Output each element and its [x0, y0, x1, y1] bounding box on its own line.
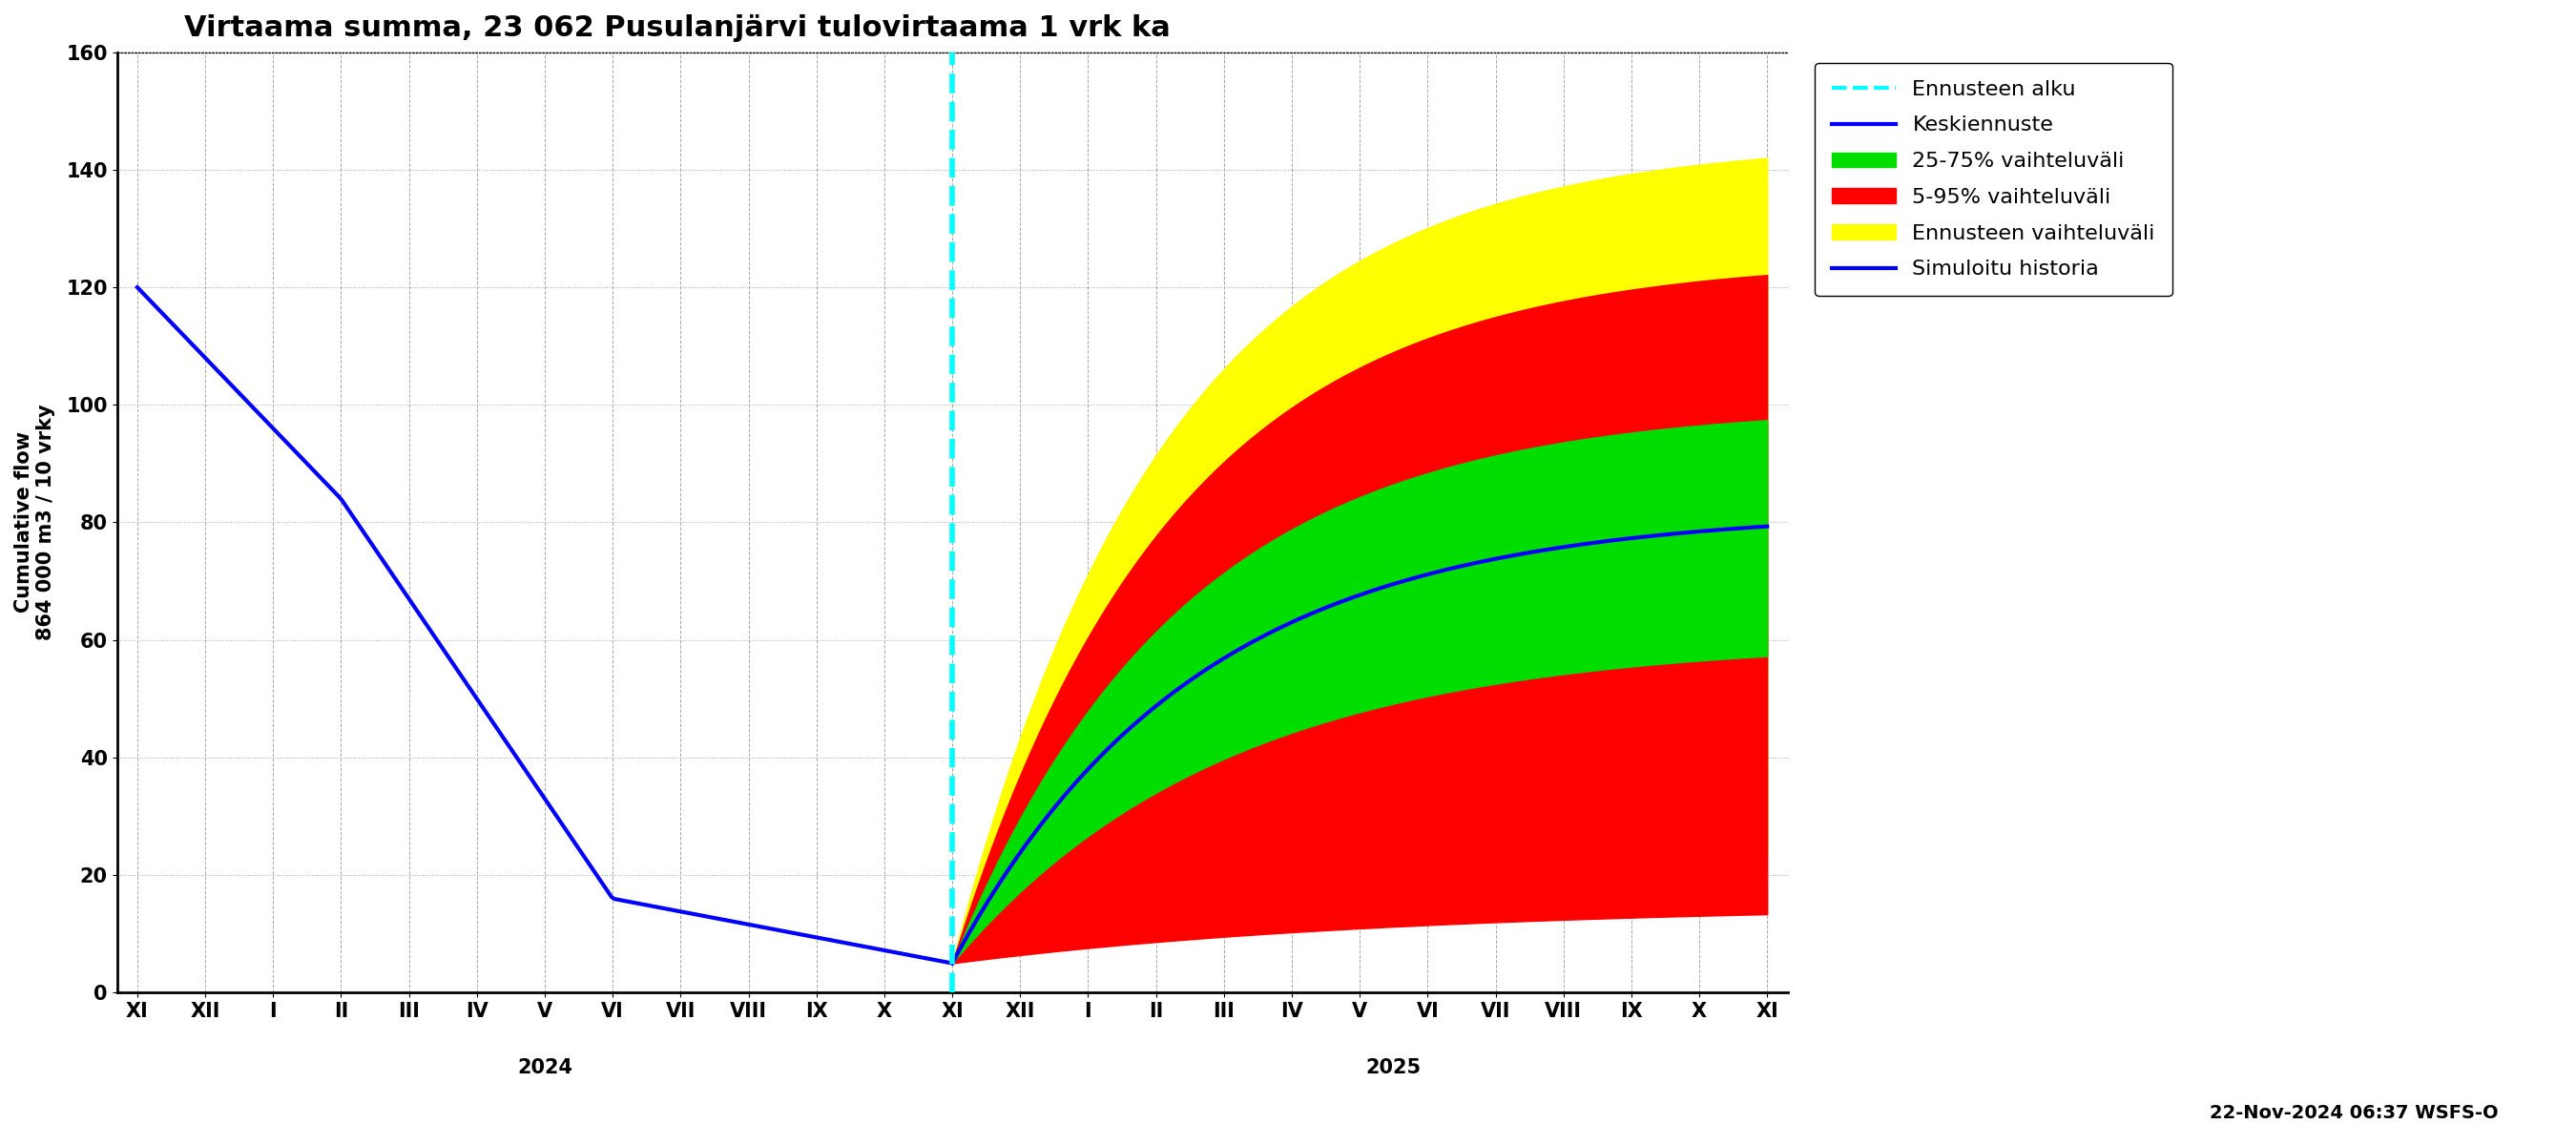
- Legend: Ennusteen alku, Keskiennuste, 25-75% vaihteluväli, 5-95% vaihteluväli, Ennusteen: Ennusteen alku, Keskiennuste, 25-75% vai…: [1816, 63, 2172, 297]
- Text: 2025: 2025: [1365, 1058, 1422, 1077]
- Text: 22-Nov-2024 06:37 WSFS-O: 22-Nov-2024 06:37 WSFS-O: [2210, 1104, 2499, 1122]
- Text: 2024: 2024: [518, 1058, 572, 1077]
- Y-axis label: Cumulative flow
864 000 m3 / 10 vrky: Cumulative flow 864 000 m3 / 10 vrky: [15, 404, 57, 640]
- Text: Virtaama summa, 23 062 Pusulanjärvi tulovirtaama 1 vrk ka: Virtaama summa, 23 062 Pusulanjärvi tulo…: [183, 14, 1170, 42]
